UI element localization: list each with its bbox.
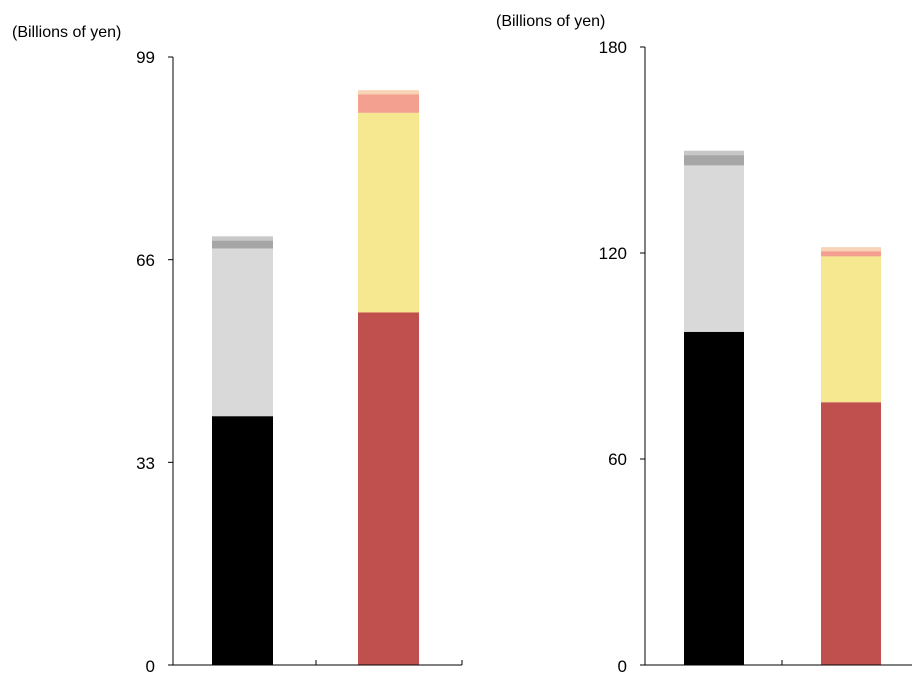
right-y-tick-label: 60 — [608, 450, 627, 469]
right-bar-1-segment-4 — [684, 150, 744, 156]
right-chart-unit-label: (Billions of yen) — [496, 13, 605, 30]
right-bar-2-segment-4 — [821, 247, 881, 252]
right-bar-2-segment-3 — [821, 251, 881, 257]
right-chart-panel: (Billions of yen) 0 60 120 180 — [496, 13, 912, 675]
left-bar-2-segment-4 — [358, 90, 419, 95]
left-bar-2-segment-2 — [358, 112, 419, 313]
left-bar-1-segment-4 — [212, 236, 273, 241]
right-bar-2-segment-2 — [821, 256, 881, 403]
left-y-tick-label: 66 — [136, 251, 155, 270]
left-bar-1-segment-2 — [212, 248, 273, 417]
right-y-tick-label: 0 — [618, 657, 627, 675]
right-bar-2-segment-1 — [821, 402, 881, 665]
left-y-tick-label: 99 — [136, 48, 155, 67]
right-y-tick-label: 180 — [599, 38, 627, 57]
left-y-tick-label: 0 — [146, 657, 155, 675]
left-bar-2-segment-1 — [358, 312, 419, 665]
right-bar-1-segment-1 — [684, 331, 744, 665]
right-y-tick-label: 120 — [599, 244, 627, 263]
left-y-tick-label: 33 — [136, 454, 155, 473]
left-chart-panel: (Billions of yen) 0 33 66 99 — [12, 24, 463, 675]
left-bar-2-segment-3 — [358, 94, 419, 113]
left-chart-unit-label: (Billions of yen) — [12, 24, 121, 41]
right-bar-1-segment-2 — [684, 165, 744, 332]
right-bar-1-segment-3 — [684, 155, 744, 166]
left-bar-1-segment-1 — [212, 416, 273, 665]
left-bar-1-segment-3 — [212, 240, 273, 249]
